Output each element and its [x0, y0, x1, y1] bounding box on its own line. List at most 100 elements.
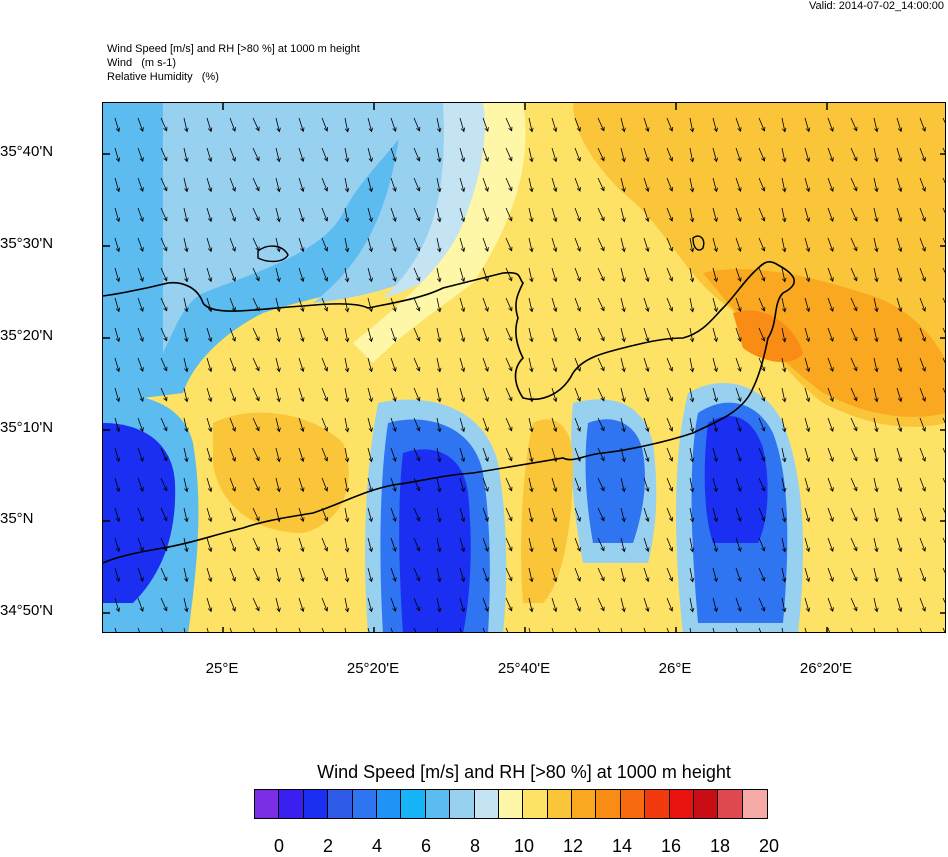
- wind-arrow: [689, 237, 695, 253]
- wind-arrow: [321, 477, 329, 492]
- wind-arrow: [574, 447, 581, 462]
- wind-arrow: [597, 237, 605, 252]
- wind-arrow: [574, 627, 577, 632]
- wind-arrow: [896, 447, 903, 463]
- wind-arrow: [482, 207, 489, 222]
- wind-arrow: [252, 357, 260, 372]
- wind-arrow: [873, 417, 879, 433]
- wind-arrow: [666, 507, 674, 522]
- wind-arrow: [781, 207, 787, 223]
- wind-arrow: [597, 597, 605, 612]
- wind-arrow: [206, 297, 213, 313]
- wind-arrow: [390, 447, 397, 462]
- colorbar-swatch: [255, 790, 280, 818]
- wind-arrow: [551, 237, 558, 253]
- wind-arrow: [758, 357, 766, 372]
- wind-arrow: [321, 177, 329, 192]
- wind-arrow: [804, 567, 811, 583]
- wind-arrow: [298, 147, 305, 163]
- wind-arrow: [252, 567, 260, 582]
- wind-arrow: [367, 207, 373, 223]
- wind-arrow: [597, 357, 605, 372]
- wind-arrow: [620, 387, 626, 403]
- wind-arrow: [206, 207, 213, 223]
- wind-arrow: [229, 177, 236, 192]
- field-southeast-1-dark: [585, 419, 645, 543]
- wind-arrow: [850, 627, 854, 632]
- wind-arrow: [505, 297, 513, 312]
- wind-arrow: [321, 387, 329, 402]
- wind-arrow: [597, 147, 605, 162]
- wind-arrow: [390, 327, 397, 342]
- wind-arrow: [114, 207, 121, 223]
- wind-arrow: [666, 297, 674, 312]
- wind-arrow: [436, 477, 442, 493]
- wind-arrow: [620, 537, 626, 553]
- wind-arrow: [827, 537, 834, 552]
- wind-arrow: [551, 327, 558, 343]
- wind-arrow: [229, 567, 236, 582]
- wind-arrow: [620, 237, 626, 253]
- wind-arrow: [321, 417, 329, 432]
- wind-arrow: [804, 207, 811, 223]
- wind-arrow: [827, 147, 834, 162]
- wind-arrow: [298, 627, 301, 632]
- wind-arrow: [160, 627, 164, 632]
- wind-arrow: [367, 627, 370, 632]
- wind-arrow: [919, 297, 926, 312]
- colorbar-swatch: [401, 790, 426, 818]
- wind-arrow: [735, 117, 742, 132]
- lat-label: 34°50'N: [0, 602, 54, 619]
- wind-arrow: [482, 447, 489, 462]
- wind-arrow: [919, 387, 926, 402]
- wind-arrow: [896, 537, 903, 553]
- wind-arrow: [597, 477, 605, 492]
- wind-arrow: [735, 417, 742, 432]
- wind-arrow: [390, 597, 397, 612]
- wind-arrow: [850, 567, 858, 582]
- wind-arrow: [413, 297, 421, 312]
- wind-arrow: [160, 357, 168, 372]
- wind-arrow: [390, 177, 397, 192]
- wind-arrow: [321, 267, 329, 282]
- wind-arrow: [298, 387, 305, 403]
- wind-arrow: [459, 207, 466, 223]
- wind-arrow: [206, 537, 213, 553]
- wind-arrow: [827, 177, 834, 192]
- wind-arrow: [850, 297, 858, 312]
- wind-arrow: [459, 627, 462, 632]
- wind-arrow: [298, 117, 305, 133]
- wind-arrow: [712, 567, 718, 583]
- wind-arrow: [206, 387, 213, 403]
- lat-label: 35°N: [0, 510, 34, 527]
- wind-arrow: [390, 357, 397, 372]
- wind-arrow: [758, 207, 766, 222]
- wind-arrow: [643, 477, 650, 493]
- wind-arrow: [850, 327, 858, 342]
- wind-arrow: [137, 567, 144, 582]
- wind-arrow: [827, 297, 834, 312]
- colorbar-swatch: [645, 790, 670, 818]
- wind-arrow: [896, 417, 903, 433]
- wind-arrow: [390, 297, 397, 312]
- wind-arrow: [229, 627, 232, 632]
- wind-arrow: [942, 417, 945, 424]
- wind-vectors: [114, 117, 945, 632]
- wind-arrow: [666, 147, 674, 162]
- wind-arrow: [436, 297, 442, 313]
- wind-arrow: [206, 627, 209, 632]
- wind-arrow: [459, 357, 466, 373]
- wind-arrow: [275, 147, 281, 163]
- wind-arrow: [781, 117, 787, 133]
- wind-arrow: [114, 177, 121, 193]
- wind-arrow: [758, 297, 766, 312]
- lon-label: 25°E: [205, 660, 239, 677]
- wind-arrow: [206, 237, 213, 253]
- wind-arrow: [344, 267, 350, 283]
- wind-arrow: [114, 627, 117, 632]
- wind-arrow: [643, 537, 650, 553]
- wind-arrow: [712, 507, 718, 523]
- wind-arrow: [781, 627, 784, 632]
- wind-arrow: [827, 447, 834, 462]
- wind-arrow: [183, 387, 189, 403]
